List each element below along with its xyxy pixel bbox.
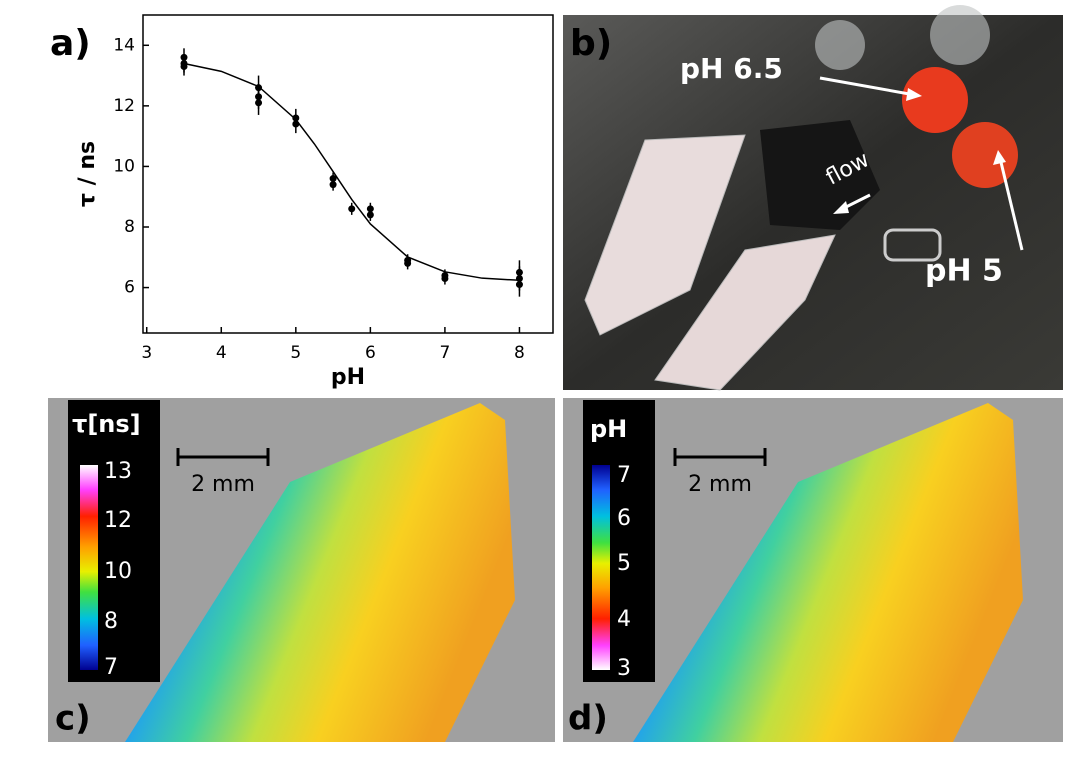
- x-tick-label: 3: [141, 343, 152, 363]
- well: [930, 5, 990, 65]
- x-tick-label: 8: [514, 343, 525, 363]
- tube: [952, 122, 1018, 188]
- colorbar-tick-label: 5: [617, 551, 631, 576]
- panel-b: b) pH 6.5 flow pH 5: [563, 5, 1063, 391]
- colorbar-tick-label: 4: [617, 607, 631, 632]
- colorbar-title: pH: [590, 415, 627, 443]
- y-axis-label: τ / ns: [75, 141, 100, 207]
- panel-label: b): [570, 23, 612, 64]
- y-tick-label: 12: [113, 96, 135, 116]
- ph-map: [633, 403, 1023, 742]
- panel-a: a) pH τ / ns 3 4 5 6 7 8 6 8 10 12 14: [50, 14, 554, 390]
- data-point: [348, 205, 356, 213]
- fit-curve: [183, 62, 520, 282]
- colorbar-tick-label: 13: [104, 459, 132, 484]
- y-tick-label: 14: [113, 35, 135, 55]
- data-point: [515, 281, 523, 289]
- panel-d: pH 2 mm d) 7 6 5 4 3: [563, 398, 1063, 742]
- arrow-head: [833, 201, 849, 214]
- scale-bar-label: 2 mm: [191, 472, 255, 497]
- colorbar-tick-label: 7: [104, 655, 118, 680]
- x-tick-label: 5: [290, 343, 301, 363]
- arrow: [819, 76, 916, 97]
- x-tick-label: 7: [439, 343, 450, 363]
- lifetime-map: [125, 403, 515, 742]
- colorbar-tick-label: 12: [104, 508, 132, 533]
- label-box: [883, 228, 942, 262]
- data-point: [329, 181, 337, 189]
- data-point: [255, 99, 263, 107]
- colorbar-title: τ[ns]: [72, 410, 141, 438]
- plot-frame: [142, 14, 554, 334]
- y-tick-label: 6: [124, 278, 135, 298]
- colorbar-tick-label: 3: [617, 656, 631, 681]
- x-axis-label: pH: [331, 365, 365, 390]
- data-point: [404, 259, 412, 267]
- arrow-head: [993, 150, 1006, 165]
- chamber: [760, 120, 880, 230]
- panel-label: a): [50, 23, 91, 64]
- colorbar-tick-label: 8: [104, 609, 118, 634]
- colorbar: [592, 465, 610, 670]
- data-point: [366, 211, 374, 219]
- scale-bar-label: 2 mm: [688, 472, 752, 497]
- panel-c: τ[ns] 2 mm c) 13 12 10 8 7: [48, 398, 555, 742]
- arrow-head: [906, 88, 922, 101]
- tube: [902, 67, 968, 133]
- annotation: pH 5: [925, 254, 1003, 289]
- data-point: [180, 62, 188, 70]
- y-tick-label: 8: [124, 217, 135, 237]
- panel-label: d): [568, 699, 608, 739]
- colorbar-tick-label: 7: [617, 463, 631, 488]
- well: [815, 20, 865, 70]
- channel: [654, 234, 836, 391]
- arrow: [998, 157, 1024, 251]
- annotation: pH 6.5: [680, 52, 783, 85]
- channel: [584, 134, 746, 336]
- x-tick-label: 6: [365, 343, 376, 363]
- colorbar-tick-label: 10: [104, 559, 132, 584]
- panel-label: c): [55, 699, 91, 739]
- colorbar: [80, 465, 98, 670]
- data-point: [441, 274, 449, 282]
- colorbar-tick-label: 6: [617, 506, 631, 531]
- y-tick-label: 10: [113, 156, 135, 176]
- x-tick-label: 4: [216, 343, 227, 363]
